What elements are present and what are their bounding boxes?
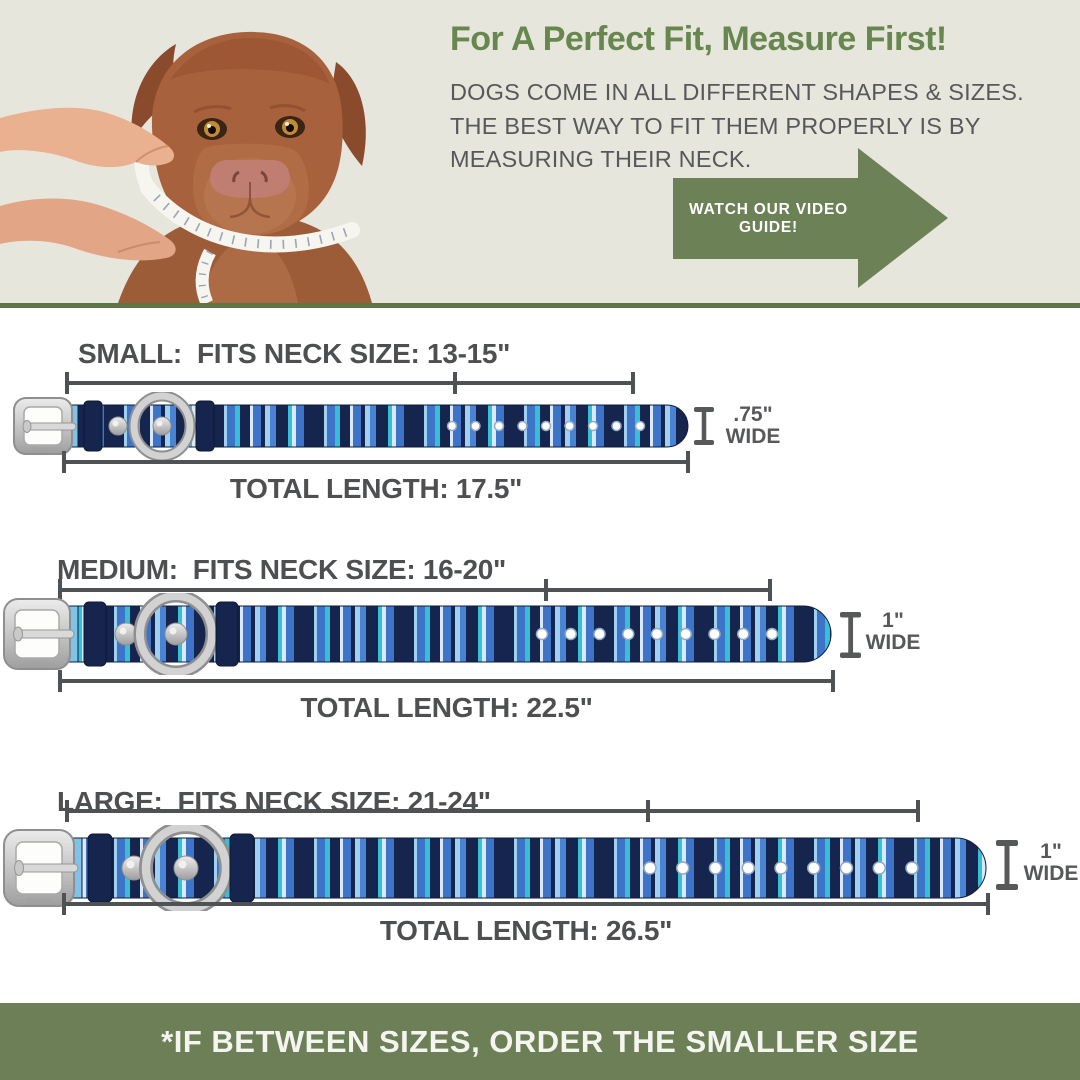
width-gauge-icon [694,407,714,445]
total-length-line-large [62,893,990,915]
total-length-line-medium [58,670,835,692]
buckle-brand-text: Rubyloo [26,898,52,905]
neck-measure-line-small [65,372,635,394]
keeper-loop [229,833,255,903]
collar-small: Rubyloo [13,392,689,460]
width-value: 1" [882,609,904,632]
collar-medium: Rubyloo [3,593,832,675]
keeper-loop [83,400,103,452]
buckle-brand-text: Rubyloo [32,447,55,453]
buckle-icon: Rubyloo [3,598,75,670]
cta-label: WATCH OUR VIDEO GUIDE! [689,200,848,236]
neck-measure-line-large [65,800,920,822]
page-title: For A Perfect Fit, Measure First! [450,20,947,58]
width-value: .75" [733,403,773,426]
watch-video-cta[interactable]: WATCH OUR VIDEO GUIDE! [673,148,948,289]
footer-note: *IF BETWEEN SIZES, ORDER THE SMALLER SIZ… [161,1023,919,1059]
section-divider [0,303,1080,308]
width-value: 1" [1040,840,1062,863]
width-gauge-icon [840,612,861,658]
measure-mid-tick [543,579,548,601]
adjustment-holes [446,420,646,432]
collar-large: Rubyloo [3,825,987,911]
dog-measuring-photo [0,0,430,303]
width-unit: WIDE [1023,862,1079,886]
size-heading-medium: MEDIUM: FITS NECK SIZE: 16-20" [57,554,506,586]
buckle-icon: Rubyloo [3,829,79,907]
cta-arrow-head-icon [858,148,948,288]
measure-mid-tick [646,800,651,822]
size-heading-small: SMALL: FITS NECK SIZE: 13-15" [78,338,510,370]
hero-section: For A Perfect Fit, Measure First! DOGS C… [0,0,1080,303]
size-name: SMALL: [78,338,182,369]
width-label-small: .75" WIDE [722,403,784,449]
total-length-line-small [62,451,690,473]
keeper-loop [83,601,107,667]
cta-arrow-body [673,178,858,259]
neck-size-range: FITS NECK SIZE: 16-20" [192,554,506,585]
width-gauge-icon [996,840,1018,890]
adjustment-holes [535,627,779,641]
footer-banner: *IF BETWEEN SIZES, ORDER THE SMALLER SIZ… [0,1003,1080,1080]
size-name: MEDIUM: [57,554,178,585]
neck-measure-line-medium [58,579,772,601]
buckle-icon: Rubyloo [13,397,77,455]
keeper-loop [87,833,113,903]
rivet-icon [108,416,128,436]
page-description: DOGS COME IN ALL DIFFERENT SHAPES & SIZE… [450,79,1024,173]
keeper-loop [215,601,239,667]
measure-mid-tick [452,372,457,394]
total-length-label-medium: TOTAL LENGTH: 22.5" [300,692,593,723]
total-length-label-small: TOTAL LENGTH: 17.5" [229,473,523,504]
adjustment-holes [643,861,919,875]
keeper-loop [195,400,215,452]
neck-size-range: FITS NECK SIZE: 13-15" [196,338,511,369]
width-unit: WIDE [865,631,921,655]
total-length-label-large: TOTAL LENGTH: 26.5" [379,915,673,946]
width-label-medium: 1" WIDE [864,609,922,655]
width-unit: WIDE [725,425,781,449]
buckle-brand-text: Rubyloo [24,661,50,668]
width-label-large: 1" WIDE [1022,840,1080,886]
